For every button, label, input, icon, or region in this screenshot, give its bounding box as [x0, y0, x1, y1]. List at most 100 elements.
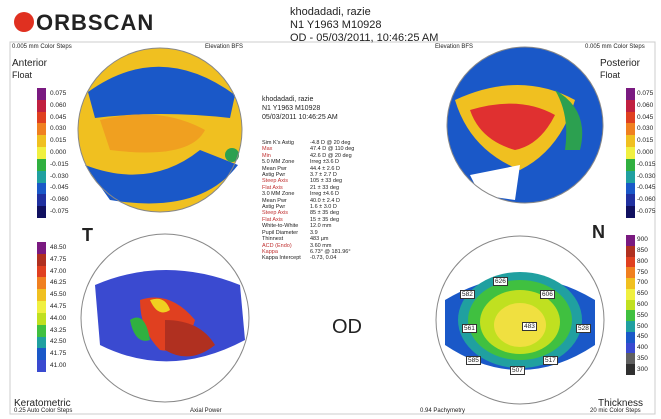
pachy-value: 507	[510, 366, 525, 375]
panel-title: Thickness	[598, 398, 644, 409]
pachy-value: 606	[540, 290, 555, 299]
posterior-map	[446, 46, 604, 204]
scale-label: 0.045	[50, 113, 67, 121]
stats: Sim K's Astig -4.8 D @ 20 deg Max 47.4 D @ …	[262, 140, 354, 262]
scale-label: 46.25	[50, 279, 67, 287]
stat-row: White-to-White 12.0 mm	[262, 223, 354, 229]
stat-value: -4.8 D @ 20 deg	[310, 140, 351, 146]
center-patient: khodadadi, razie	[262, 96, 314, 103]
center-info: khodadadi, razie N1 Y1963 M10928 05/03/2…	[262, 95, 338, 122]
stat-label: Sim K's Astig	[262, 140, 294, 146]
scale-swatch	[37, 336, 46, 349]
scale-swatch	[626, 88, 635, 100]
scale-swatch	[37, 277, 46, 290]
scale-label: 48.50	[50, 243, 67, 251]
scale-label: 0.075	[637, 89, 654, 97]
exam-date: OD - 05/03/2011, 10:46:25 AM	[290, 32, 439, 44]
scale-swatch	[626, 321, 635, 332]
stat-row: Astig Pwr 1.6 ± 3.0 D	[262, 204, 354, 210]
scale-label: 41.00	[50, 362, 67, 370]
stat-row: Sim K's Astig -4.8 D @ 20 deg	[262, 140, 354, 146]
stat-row: Flat Axis 15 ± 35 deg	[262, 217, 354, 223]
pachy-value: 585	[466, 356, 481, 365]
scale-label: 800	[637, 257, 648, 265]
scale-swatch	[37, 170, 46, 183]
stat-value: 105 ± 33 deg	[310, 178, 343, 185]
map-mode: 0.94 Pachymetry	[420, 408, 466, 414]
scale-swatch	[37, 111, 46, 124]
color-steps: 0.005 mm Color Steps	[12, 44, 72, 50]
stat-label: Astig Pwr	[262, 204, 286, 211]
color-steps: 20 mic Color Steps	[590, 408, 641, 414]
logo-icon	[14, 12, 34, 32]
scale-swatch	[626, 364, 635, 375]
scale-swatch	[626, 288, 635, 300]
scale-swatch	[626, 245, 635, 257]
stat-value: 3.9	[310, 229, 318, 236]
stat-label: Min	[262, 152, 271, 159]
scale-label: 0.000	[637, 149, 654, 156]
logo: ORBSCAN	[36, 10, 155, 35]
scale-swatch	[37, 135, 46, 148]
scale-label: 400	[637, 344, 648, 352]
stat-value: 3.60 mm	[310, 242, 332, 249]
stat-label: Thinnest	[262, 236, 284, 243]
scale-label: 500	[637, 322, 648, 330]
scale-label: 850	[637, 247, 648, 255]
stat-value: 1.6 ± 3.0 D	[310, 204, 337, 211]
scale-swatch	[626, 158, 635, 171]
stat-value: 42.6 D @ 20 deg	[310, 152, 352, 159]
scale-swatch	[626, 299, 635, 311]
scale-swatch	[37, 265, 46, 278]
stat-label: Pupil Diameter	[262, 229, 299, 236]
stat-label: ACD (Endo)	[262, 242, 292, 249]
scale-swatch	[37, 301, 46, 313]
scale-swatch	[37, 289, 46, 302]
scale-label: 0.000	[50, 149, 67, 156]
scale-label: -0.045	[637, 184, 656, 192]
scale-label: 47.00	[50, 267, 67, 275]
stat-value: 12.0 mm	[310, 223, 332, 230]
stat-row: ACD (Endo) 3.60 mm	[262, 243, 354, 249]
pachy-value: 561	[462, 324, 477, 333]
map-mode: Axial Power	[190, 408, 222, 414]
stat-row: Kappa Intercept -0.73, 0.04	[262, 255, 354, 261]
panel-subtitle: Float	[600, 70, 621, 80]
scale-swatch	[37, 324, 46, 337]
stat-value: 44.4 ± 2.6 D	[310, 165, 340, 172]
scale-swatch	[37, 253, 46, 266]
scale-label: 900	[637, 236, 648, 244]
stat-value: Irreg ±3.6 D	[310, 159, 340, 166]
scale-label: -0.075	[637, 208, 656, 216]
scale-label: -0.015	[637, 160, 656, 168]
stat-value: 47.4 D @ 110 deg	[310, 146, 355, 153]
scale-label: -0.060	[50, 196, 69, 204]
map-mode: Elevation BFS	[435, 44, 474, 50]
scale-swatch	[626, 170, 635, 183]
scale-swatch	[37, 158, 46, 171]
stat-label: Steep Axis	[262, 210, 288, 217]
stat-row: 5.0 MM Zone Irreg ±3.6 D	[262, 159, 354, 165]
panel-subtitle: Float	[12, 70, 33, 80]
stat-label: Kappa Intercept	[262, 255, 301, 262]
map-mode: Elevation BFS	[205, 44, 244, 50]
temporal: T	[82, 225, 93, 245]
stat-value: 6.73° @ 181.96°	[310, 248, 351, 255]
stat-row: Thinnest 483 µm	[262, 236, 354, 242]
scale-label: 44.00	[50, 314, 67, 322]
stat-label: 5.0 MM Zone	[262, 159, 295, 166]
pachy-value: 517	[543, 356, 558, 365]
patient: khodadadi, razie	[290, 6, 371, 18]
scale-label: 0.045	[637, 113, 654, 121]
stat-row: Min 42.6 D @ 20 deg	[262, 153, 354, 159]
scale-label: 41.75	[50, 350, 67, 358]
panel-title: Anterior	[12, 58, 48, 69]
scale-label: 43.25	[50, 326, 67, 334]
stat-value: 85 ± 35 deg	[310, 210, 340, 217]
scale-label: 550	[637, 311, 648, 319]
scale-label: 42.50	[50, 338, 67, 346]
stat-label: White-to-White	[262, 223, 299, 230]
scale-label: 300	[637, 365, 648, 373]
frame	[9, 41, 656, 415]
